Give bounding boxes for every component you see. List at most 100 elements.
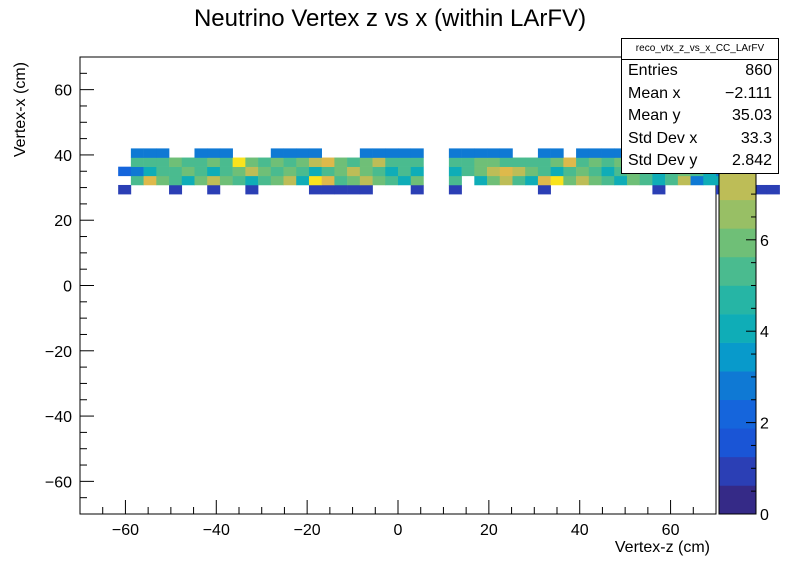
- heatmap-cell: [537, 184, 551, 195]
- heatmap-cell: [169, 157, 183, 167]
- heatmap-cell: [143, 175, 157, 186]
- heatmap-cell: [334, 157, 348, 167]
- heatmap-cell: [169, 175, 183, 186]
- heatmap-cell: [334, 166, 348, 177]
- heatmap-cell: [270, 175, 284, 186]
- heatmap-cell: [588, 175, 602, 186]
- statistics-box: reco_vtx_z_vs_x_CC_LArFV Entries 860 Mea…: [621, 38, 779, 174]
- stats-label: Mean x: [628, 84, 681, 102]
- heatmap-cell: [398, 175, 412, 186]
- stats-row-mean-x: Mean x −2.111: [622, 83, 778, 106]
- x-tick-label: −20: [294, 522, 321, 539]
- heatmap-cell: [537, 175, 551, 186]
- heatmap-cell: [130, 157, 144, 167]
- color-band: [719, 314, 756, 343]
- heatmap-cell: [347, 157, 361, 167]
- heatmap-cell: [232, 157, 246, 167]
- heatmap-cell: [283, 166, 297, 177]
- heatmap-cell: [487, 166, 501, 177]
- heatmap-cell: [245, 184, 259, 195]
- heatmap-cell: [448, 166, 462, 177]
- stats-value: 2.842: [731, 152, 772, 169]
- color-band: [719, 256, 756, 286]
- heatmap-cell: [372, 157, 386, 167]
- heatmap-cell: [448, 175, 462, 186]
- heatmap-cell: [321, 157, 335, 167]
- heatmap-cell: [308, 184, 322, 195]
- heatmap-cell: [308, 166, 322, 177]
- heatmap-cell: [537, 166, 551, 177]
- heatmap-cell: [499, 175, 513, 186]
- y-tick-label: −40: [45, 409, 72, 426]
- heatmap-cell: [652, 184, 666, 195]
- heatmap-cell: [372, 166, 386, 177]
- heatmap-cell: [385, 148, 399, 158]
- heatmap-cell: [601, 175, 615, 186]
- heatmap-cell: [232, 175, 246, 186]
- heatmap-cell: [499, 166, 513, 177]
- colorbar-tick-label: 0: [760, 507, 769, 524]
- heatmap-cell: [321, 184, 335, 195]
- heatmap-cell: [550, 157, 564, 167]
- y-axis-label: Vertex-x (cm): [12, 62, 29, 157]
- heatmap-cell: [308, 175, 322, 186]
- heatmap-cell: [143, 148, 157, 158]
- heatmap-cell: [219, 157, 233, 167]
- heatmap-cell: [614, 175, 628, 186]
- heatmap-cell: [690, 175, 704, 186]
- x-tick-label: 40: [571, 522, 589, 539]
- heatmap-cell: [245, 157, 259, 167]
- heatmap-cell: [385, 175, 399, 186]
- heatmap-cell: [601, 166, 615, 177]
- heatmap-cell: [652, 175, 666, 186]
- heatmap-cell: [156, 175, 170, 186]
- heatmap-cell: [525, 166, 539, 177]
- heatmap-cell: [219, 166, 233, 177]
- heatmap-cell: [207, 166, 221, 177]
- heatmap-cell: [130, 148, 144, 158]
- heatmap-cell: [487, 157, 501, 167]
- stats-label: Std Dev x: [628, 129, 698, 147]
- x-tick-label: 60: [662, 522, 680, 539]
- heatmap-cell: [576, 157, 590, 167]
- heatmap-cell: [359, 175, 373, 186]
- heatmap-cell: [283, 157, 297, 167]
- heatmap-cell: [194, 166, 208, 177]
- heatmap-cell: [601, 157, 615, 167]
- heatmap-cell: [321, 166, 335, 177]
- heatmap-cell: [156, 157, 170, 167]
- heatmap-cell: [398, 148, 412, 158]
- heatmap-cell: [766, 184, 780, 195]
- heatmap-cell: [448, 148, 462, 158]
- heatmap-cell: [130, 175, 144, 186]
- heatmap-cell: [194, 157, 208, 167]
- heatmap-cell: [410, 184, 424, 195]
- heatmap-cell: [143, 166, 157, 177]
- stats-value: 33.3: [740, 129, 772, 147]
- heatmap-cell: [487, 175, 501, 186]
- heatmap-cell: [448, 184, 462, 195]
- heatmap-cell: [677, 175, 691, 186]
- heatmap-cell: [118, 166, 132, 177]
- heatmap-cell: [359, 166, 373, 177]
- heatmap-cell: [385, 157, 399, 167]
- stats-label: Entries: [628, 62, 678, 79]
- heatmap-cell: [118, 184, 132, 195]
- y-tick-label: 60: [54, 83, 72, 100]
- stats-value: −2.111: [724, 84, 772, 102]
- heatmap-cell: [207, 157, 221, 167]
- heatmap-cell: [461, 148, 475, 158]
- heatmap-cell: [359, 148, 373, 158]
- colorbar-tick-label: 6: [760, 233, 769, 250]
- colorbar-tick-label: 4: [760, 324, 769, 341]
- stats-value: 860: [745, 62, 772, 79]
- heatmap-cell: [512, 175, 526, 186]
- heatmap-cell: [614, 166, 628, 177]
- heatmap-cell: [474, 175, 488, 186]
- heatmap-cell: [588, 157, 602, 167]
- heatmap-cell: [194, 148, 208, 158]
- heatmap-cell: [130, 166, 144, 177]
- heatmap-cell: [461, 157, 475, 167]
- heatmap-cell: [525, 175, 539, 186]
- stats-label: Mean y: [628, 107, 681, 124]
